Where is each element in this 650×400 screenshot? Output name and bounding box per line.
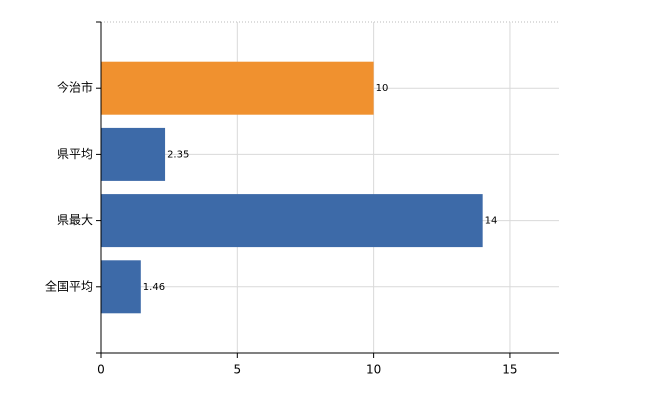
x-tick-label: 15	[502, 363, 517, 377]
y-tick-label: 全国平均	[45, 278, 93, 293]
bar	[101, 260, 141, 314]
y-tick-label: 県平均	[57, 147, 93, 161]
value-label: 10	[376, 83, 389, 94]
x-tick-label: 0	[97, 363, 105, 377]
x-tick-label: 5	[233, 363, 241, 377]
value-label: 1.46	[143, 282, 165, 293]
bar	[101, 127, 166, 181]
y-tick-label: 県最大	[57, 213, 93, 227]
bar	[101, 194, 483, 248]
value-label: 2.35	[167, 149, 189, 160]
value-label: 14	[485, 216, 498, 227]
y-tick-label: 今治市	[57, 80, 93, 95]
x-tick-label: 10	[366, 363, 381, 377]
bar	[101, 61, 374, 115]
